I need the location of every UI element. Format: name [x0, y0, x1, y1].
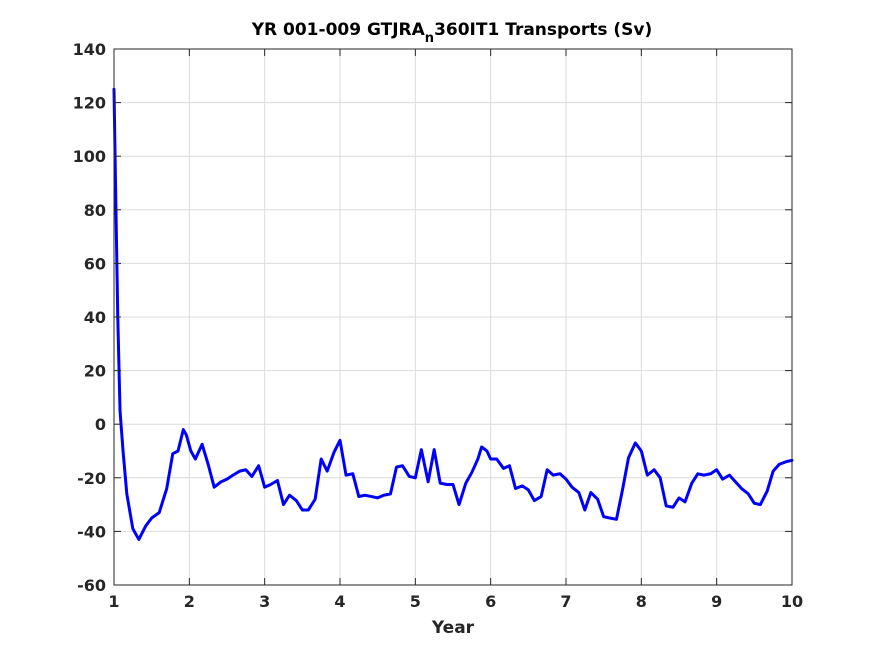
grid-lines [113, 48, 793, 586]
tick-marks [113, 48, 793, 586]
x-tick-label: 10 [781, 592, 803, 611]
y-tick-label: 0 [95, 415, 106, 434]
x-axis-label: Year [431, 618, 475, 638]
y-tick-label: 40 [84, 308, 106, 327]
x-tick-label: 9 [711, 592, 722, 611]
y-tick-label: 80 [84, 201, 106, 220]
x-tick-label: 5 [410, 592, 421, 611]
series-layer [112, 87, 794, 541]
chart-title-main: YR 001-009 GTJRA [251, 20, 426, 40]
y-tick-label: 100 [73, 147, 106, 166]
y-tick-label: -40 [77, 522, 106, 541]
x-tick-label: 4 [334, 592, 345, 611]
y-tick-label: 20 [84, 362, 106, 381]
x-tick-label: 6 [485, 592, 496, 611]
x-tick-label: 1 [108, 592, 119, 611]
y-tick-label: -60 [77, 576, 106, 595]
x-tick-label: 2 [184, 592, 195, 611]
y-tick-label: 60 [84, 254, 106, 273]
y-tick-label: 140 [73, 40, 106, 59]
y-tick-label: -20 [77, 469, 106, 488]
x-tick-labels: 1 2 3 4 5 6 7 8 9 10 [108, 592, 803, 611]
series-line-1 [112, 87, 794, 541]
chart-title: YR 001-009 GTJRAn360IT1 Transports (Sv) [251, 20, 653, 46]
y-tick-label: 120 [73, 94, 106, 113]
x-tick-label: 7 [560, 592, 571, 611]
x-tick-label: 3 [259, 592, 270, 611]
y-tick-labels: -60 -40 -20 0 20 40 60 80 100 120 140 [73, 40, 106, 595]
chart-title-subscript: n [425, 31, 434, 46]
chart-title-rest: 360IT1 Transports (Sv) [434, 20, 652, 40]
x-tick-label: 8 [636, 592, 647, 611]
